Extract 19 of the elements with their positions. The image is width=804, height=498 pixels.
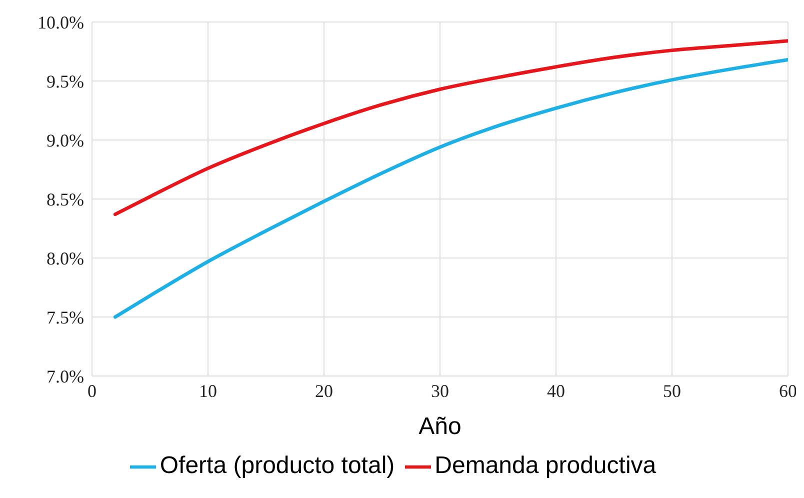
y-tick-label: 7.0%: [46, 366, 84, 386]
line-series: [113, 58, 788, 319]
y-tick-label: 9.0%: [46, 130, 84, 150]
y-tick-label: 7.5%: [46, 307, 84, 328]
x-tick-label: 50: [663, 380, 681, 401]
x-tick-label: 40: [547, 380, 565, 401]
line-series: [113, 39, 788, 216]
y-tick-label: 10.0%: [38, 12, 84, 32]
legend-label: Oferta (producto total): [160, 452, 395, 479]
x-tick-label: 10: [199, 380, 217, 401]
y-tick-label: 8.5%: [46, 189, 84, 210]
x-tick-label: 20: [315, 380, 333, 401]
x-tick-label: 0: [88, 380, 96, 401]
x-tick-label: 30: [431, 380, 449, 401]
legend-label: Demanda productiva: [434, 452, 656, 479]
y-tick-label: 8.0%: [46, 248, 84, 268]
y-tick-label: 9.5%: [46, 71, 84, 92]
x-axis-title: Año: [418, 413, 462, 440]
x-tick-label: 60: [779, 380, 797, 401]
